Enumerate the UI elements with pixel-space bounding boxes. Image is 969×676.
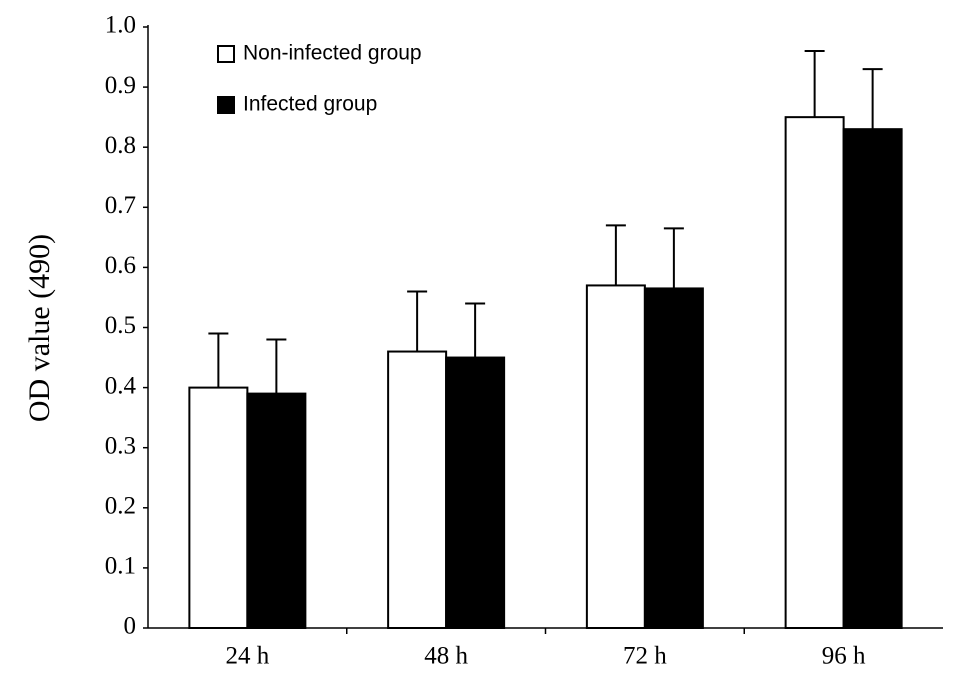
bar [842,128,903,629]
bar [445,356,506,629]
y-tick-label: 0.1 [105,553,136,580]
y-tick-label: 0.3 [105,432,136,459]
y-tick-label: 0.5 [105,312,136,339]
y-tick-label: 1.0 [105,12,136,39]
legend-label: Infected group [243,93,377,116]
legend-label: Non-infected group [243,42,422,65]
x-tick-label: 96 h [822,643,866,670]
bar [585,284,646,629]
bar [643,287,704,629]
bar [387,350,448,629]
y-axis-label: OD value (490) [23,234,56,422]
bar [188,386,249,629]
y-tick-label: 0.8 [105,132,136,159]
legend-swatch [217,96,235,114]
x-tick-label: 48 h [424,643,468,670]
y-tick-label: 0.2 [105,493,136,520]
y-tick-label: 0.9 [105,72,136,99]
y-tick-label: 0.7 [105,192,136,219]
y-tick-label: 0.4 [105,372,137,399]
x-tick-label: 72 h [623,643,667,670]
bar [784,116,845,630]
y-tick-label: 0.6 [105,252,136,279]
legend-swatch [217,45,235,63]
y-tick-label: 0 [124,613,137,640]
x-tick-label: 24 h [226,643,270,670]
bar [246,392,307,629]
